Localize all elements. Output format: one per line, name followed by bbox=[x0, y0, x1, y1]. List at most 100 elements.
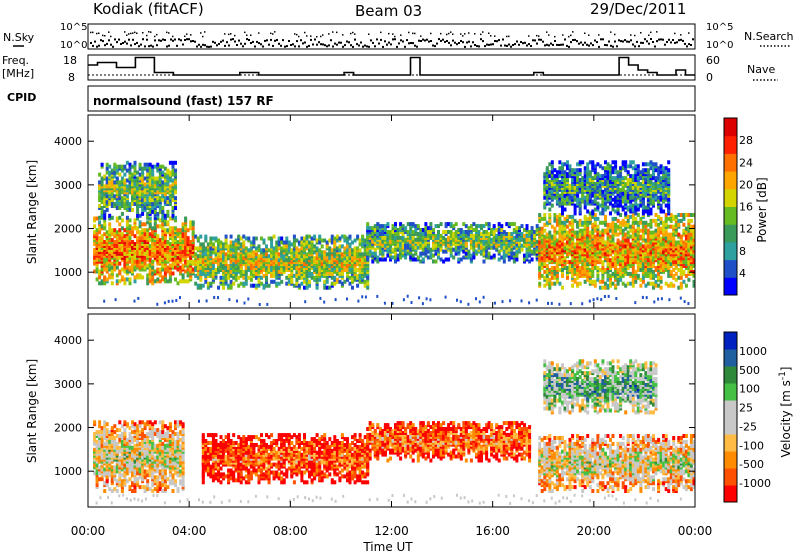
nsky-dot bbox=[176, 44, 178, 47]
echo-cell bbox=[290, 242, 294, 247]
echo-cell bbox=[482, 259, 486, 264]
echo-cell bbox=[358, 258, 362, 263]
echo-cell bbox=[128, 202, 132, 206]
echo-cell bbox=[103, 232, 107, 237]
nsky-tick-high: 10^5 bbox=[60, 22, 87, 33]
echo-cell bbox=[272, 273, 276, 278]
echo-cell bbox=[280, 279, 284, 284]
echo-cell bbox=[194, 234, 198, 239]
echo-cell bbox=[452, 224, 456, 229]
nsky-dot bbox=[234, 40, 236, 43]
nsky-dot bbox=[154, 39, 156, 42]
echo-cell bbox=[550, 281, 554, 286]
echo-cell bbox=[535, 224, 539, 229]
echo-cell bbox=[515, 249, 519, 254]
echo-cell bbox=[543, 269, 547, 274]
echo-cell bbox=[505, 222, 509, 227]
nsky-dot bbox=[368, 45, 370, 48]
echo-cell bbox=[604, 222, 607, 227]
echo-cell bbox=[120, 267, 124, 272]
echo-cell bbox=[148, 238, 152, 243]
nsky-dot bbox=[600, 38, 602, 41]
echo-cell bbox=[487, 235, 491, 240]
nsearch-dot bbox=[156, 33, 158, 36]
echo-cell bbox=[376, 222, 380, 227]
echo-cell bbox=[614, 222, 618, 227]
echo-cell bbox=[275, 269, 279, 274]
nsky-dot bbox=[276, 39, 278, 41]
echo-cell bbox=[310, 242, 314, 247]
echo-cell bbox=[211, 236, 215, 241]
nsearch-dot bbox=[412, 32, 414, 35]
nsearch-dot bbox=[538, 35, 540, 37]
echo-cell bbox=[222, 264, 225, 268]
nsky-dot bbox=[394, 38, 396, 41]
echo-cell bbox=[184, 269, 188, 274]
echo-cell bbox=[371, 251, 375, 256]
echo-cell bbox=[530, 230, 534, 234]
echo-cell bbox=[95, 257, 99, 262]
echo-cell bbox=[136, 182, 140, 187]
nsearch-dot bbox=[570, 34, 572, 37]
nsky-dot bbox=[226, 41, 228, 44]
echo-cell bbox=[115, 216, 119, 221]
echo-cell bbox=[654, 232, 658, 237]
echo-cell bbox=[394, 251, 397, 256]
echo-cell bbox=[158, 279, 162, 284]
echo-cell bbox=[163, 213, 167, 218]
echo-cell bbox=[128, 176, 132, 181]
echo-cell bbox=[184, 279, 188, 284]
echo-cell bbox=[115, 230, 119, 235]
echo-cell bbox=[505, 243, 509, 248]
echo-cell bbox=[558, 244, 562, 249]
nsky-dot bbox=[594, 39, 596, 42]
nsky-dot bbox=[650, 38, 652, 40]
echo-cell bbox=[146, 211, 150, 216]
echo-cell bbox=[330, 275, 334, 280]
nsky-dot bbox=[190, 40, 192, 43]
echo-cell bbox=[571, 214, 575, 219]
echo-cell bbox=[108, 216, 112, 221]
echo-cell bbox=[399, 226, 403, 231]
echo-cell bbox=[303, 279, 306, 284]
nsky-dot bbox=[204, 44, 206, 47]
nsky-dot bbox=[426, 38, 428, 41]
nsky-dot bbox=[646, 40, 648, 43]
echo-cell bbox=[411, 245, 415, 250]
echo-cell bbox=[100, 224, 104, 229]
echo-cell bbox=[292, 242, 296, 247]
echo-cell bbox=[502, 239, 506, 244]
nsky-dot bbox=[432, 44, 434, 47]
nsky-dot bbox=[452, 39, 454, 42]
echo-cell bbox=[196, 254, 200, 259]
echo-cell bbox=[419, 237, 423, 242]
echo-cell bbox=[649, 218, 653, 223]
nsky-dot bbox=[686, 45, 688, 48]
echo-cell bbox=[469, 257, 473, 262]
echo-cell bbox=[125, 160, 129, 165]
echo-cell bbox=[626, 214, 630, 219]
echo-cell bbox=[120, 275, 124, 280]
nsky-dot bbox=[548, 44, 550, 47]
echo-cell bbox=[525, 251, 529, 256]
echo-cell bbox=[631, 277, 635, 282]
echo-cell bbox=[272, 234, 276, 239]
echo-cell bbox=[206, 256, 210, 261]
echo-cell bbox=[485, 245, 489, 250]
nsky-dot bbox=[212, 40, 214, 43]
nsky-dot bbox=[566, 44, 568, 47]
echo-cell bbox=[103, 209, 107, 214]
nsky-dot bbox=[116, 41, 118, 44]
echo-cell bbox=[568, 264, 572, 268]
echo-cell bbox=[419, 259, 423, 264]
echo-cell bbox=[295, 277, 299, 282]
echo-cell bbox=[672, 214, 676, 219]
nsearch-dot bbox=[146, 34, 148, 37]
echo-cell bbox=[300, 258, 304, 263]
nsky-dot bbox=[278, 42, 280, 45]
echo-cell bbox=[614, 283, 618, 288]
echo-cell bbox=[113, 162, 117, 167]
nsky-dot bbox=[400, 39, 402, 42]
echo-cell bbox=[667, 232, 671, 237]
echo-cell bbox=[361, 242, 365, 247]
